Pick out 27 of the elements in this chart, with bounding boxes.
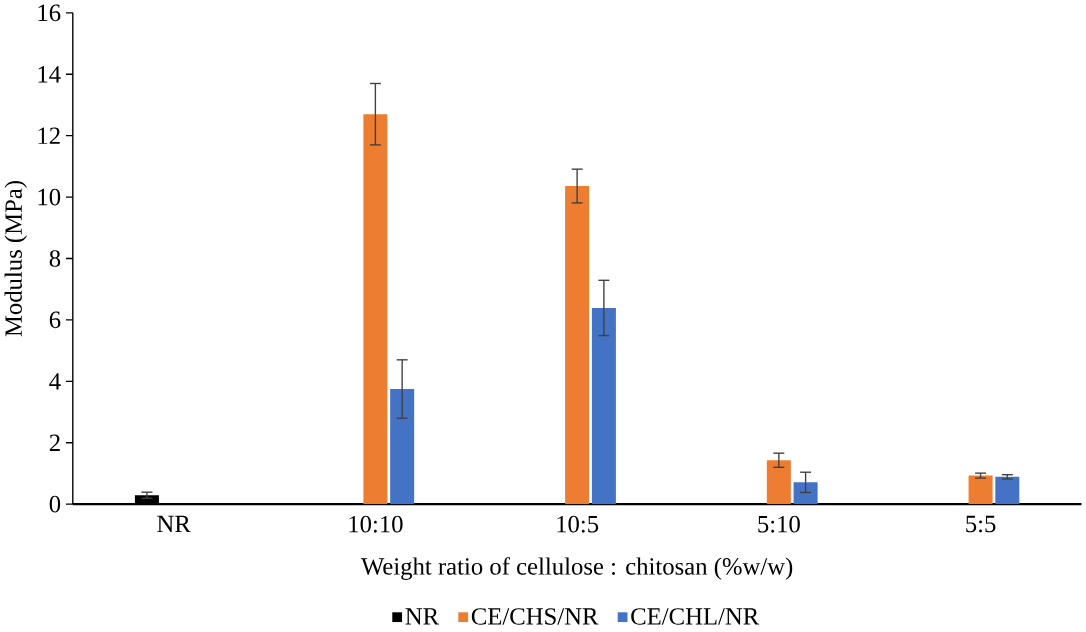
y-tick-label: 2 [49,434,60,451]
y-tick-label: 0 [49,495,61,513]
bar [793,482,818,505]
y-tick-label: 8 [49,250,61,267]
x-tick-label: NR [157,515,191,532]
y-tick-label: 16 [38,4,61,22]
bar [565,186,590,505]
bar [766,460,791,505]
bar [591,307,616,505]
bar [390,388,415,505]
x-tick-label: 10:10 [349,515,403,533]
y-tick-label: 12 [38,127,60,144]
y-tick-label: 6 [49,311,61,329]
x-axis-title: Weight ratio of cellulose : chitosan (%w/w) [361,557,793,580]
y-tick-label: 14 [38,66,61,83]
y-axis-title: Modulus (MPa) [4,181,27,337]
x-tick-label: 5:10 [758,515,800,533]
bar [363,114,388,505]
legend-label: CE/CHL/NR [631,608,760,625]
bar [995,476,1020,505]
x-tick-label: 5:5 [966,515,996,533]
x-tick-label: 10:5 [557,515,599,533]
y-tick-label: 10 [38,188,61,206]
bar [968,475,993,505]
legend-label: NR [405,608,440,625]
y-tick-label: 4 [49,373,61,390]
legend-label: CE/CHS/NR [471,608,599,625]
